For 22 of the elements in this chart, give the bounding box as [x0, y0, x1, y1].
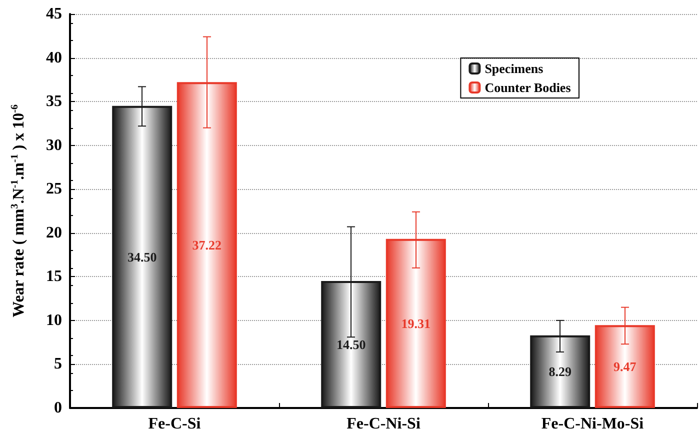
- legend-label: Specimens: [484, 61, 544, 76]
- x-tick-label: Fe-C-Si: [148, 416, 202, 432]
- x-tick-label: Fe-C-Ni-Si: [346, 416, 421, 432]
- data-label: 14.50: [336, 337, 366, 352]
- y-tick-label: 35: [46, 93, 62, 110]
- y-tick-label: 30: [46, 136, 62, 154]
- y-axis-title: Wear rate ( mm3.N-1.m-1 ) x 10-6: [10, 104, 28, 318]
- y-tick-label: 10: [46, 312, 62, 329]
- y-tick-label: 20: [46, 224, 62, 242]
- y-tick-label: 45: [46, 6, 62, 22]
- data-label: 9.47: [614, 359, 637, 374]
- y-tick-label: 5: [54, 356, 62, 373]
- y-tick-label: 15: [46, 268, 62, 286]
- data-label: 8.29: [548, 364, 572, 380]
- y-tick-label: 40: [46, 49, 62, 66]
- data-label: 19.31: [401, 316, 431, 331]
- legend-label: Counter Bodies: [484, 80, 571, 95]
- data-label: 34.50: [127, 249, 157, 264]
- data-label: 37.22: [192, 238, 222, 253]
- y-tick-label: 25: [46, 180, 62, 198]
- x-tick-label: Fe-C-Ni-Mo-Si: [541, 416, 644, 432]
- y-tick-label: 0: [54, 400, 62, 416]
